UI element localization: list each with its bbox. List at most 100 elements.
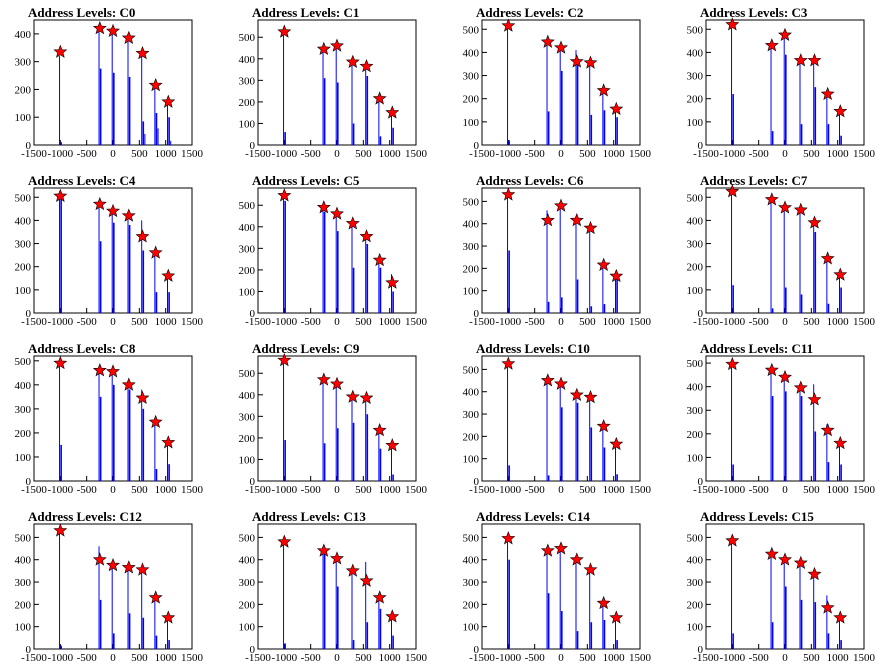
x-tick-label: 500	[579, 652, 596, 664]
y-tick-label: 200	[239, 265, 256, 277]
x-tick-label: 1500	[405, 652, 428, 664]
y-tick-label: 200	[15, 428, 32, 440]
y-tick-label: 0	[26, 308, 32, 320]
level-marker	[345, 54, 360, 68]
y-tick-label: 200	[687, 599, 704, 611]
level-marker	[725, 17, 740, 31]
y-tick-label: 200	[15, 599, 32, 611]
y-tick-label: 500	[239, 200, 256, 212]
x-tick-label: 1000	[603, 316, 626, 328]
y-tick-label: 100	[15, 285, 32, 297]
y-tick-label: 300	[687, 577, 704, 589]
x-tick-label: -1000	[495, 148, 521, 160]
x-tick-label: 500	[803, 316, 820, 328]
y-tick-label: 300	[687, 71, 704, 83]
level-marker	[121, 30, 136, 44]
x-tick-label: 500	[131, 316, 148, 328]
level-marker	[764, 38, 779, 52]
x-tick-label: -1000	[271, 652, 297, 664]
x-tick-label: -1000	[47, 316, 73, 328]
x-tick-label: 500	[355, 484, 372, 496]
panel-C4: Address Levels: C40100200300400500-1500-…	[15, 173, 204, 328]
level-marker	[820, 422, 835, 437]
x-tick-label: 500	[803, 148, 820, 160]
y-tick-label: 100	[687, 285, 704, 297]
panel-title: Address Levels: C6	[476, 173, 584, 188]
y-tick-label: 300	[15, 577, 32, 589]
y-tick-label: 400	[687, 47, 704, 59]
level-marker	[359, 229, 374, 243]
y-tick-label: 500	[463, 196, 480, 208]
x-tick-label: 1000	[827, 652, 850, 664]
x-tick-label: 500	[803, 484, 820, 496]
x-tick-label: 1500	[181, 316, 204, 328]
panel-title: Address Levels: C9	[252, 341, 360, 356]
level-marker	[330, 551, 344, 565]
y-tick-label: 200	[687, 429, 704, 441]
level-marker	[596, 83, 611, 97]
x-tick-label: -1500	[693, 316, 719, 328]
level-marker	[385, 105, 400, 119]
panel-title: Address Levels: C4	[28, 173, 136, 188]
y-tick-label: 400	[239, 390, 256, 402]
panel-C5: Address Levels: C50100200300400500-1500-…	[239, 173, 428, 328]
y-tick-label: 300	[15, 57, 32, 69]
x-tick-label: -1000	[495, 484, 521, 496]
panel-C6: Address Levels: C60100200300400500-1500-…	[463, 173, 652, 328]
x-tick-label: -1500	[21, 316, 47, 328]
panel-C10: Address Levels: C10 0 100 200 300 400 500 -1500…	[463, 341, 652, 496]
x-tick-label: -1500	[245, 148, 271, 160]
x-tick-label: -1000	[719, 316, 745, 328]
y-tick-label: 400	[239, 555, 256, 567]
level-marker	[135, 229, 150, 243]
x-tick-label: 500	[355, 316, 372, 328]
y-tick-label: 200	[239, 433, 256, 445]
y-tick-label: 500	[15, 532, 32, 544]
y-tick-label: 100	[687, 622, 704, 634]
level-marker	[764, 546, 779, 561]
y-tick-label: 100	[239, 118, 256, 130]
x-tick-label: -500	[749, 652, 770, 664]
level-marker	[330, 376, 344, 390]
level-marker	[316, 372, 331, 386]
x-tick-label: -1500	[469, 316, 495, 328]
panel-C9: Address Levels: C90100200300400500-1500-…	[239, 341, 428, 496]
level-marker	[807, 53, 822, 67]
level-marker	[330, 206, 344, 220]
y-tick-label: 0	[474, 308, 480, 320]
y-tick-label: 400	[15, 215, 32, 227]
panel-title: Address Levels: C10	[476, 341, 590, 356]
y-tick-label: 0	[698, 140, 704, 152]
panel-C11: Address Levels: C11 0 100 200 300 400 500 -1500…	[687, 341, 876, 496]
level-marker	[554, 40, 568, 54]
level-marker	[833, 267, 848, 281]
y-tick-label: 500	[687, 358, 704, 370]
x-tick-label: 1000	[379, 652, 402, 664]
x-tick-label: -500	[525, 652, 546, 664]
y-tick-label: 100	[15, 452, 32, 464]
level-marker	[277, 24, 292, 38]
x-tick-label: 1000	[827, 148, 850, 160]
x-tick-label: 1000	[603, 652, 626, 664]
level-marker	[583, 55, 598, 69]
level-marker	[501, 187, 516, 201]
level-marker	[277, 534, 292, 548]
x-tick-label: 0	[782, 148, 788, 160]
panel-title: Address Levels: C3	[700, 5, 808, 20]
level-marker	[583, 562, 598, 576]
level-marker	[161, 94, 176, 108]
x-tick-label: -500	[301, 148, 322, 160]
level-marker	[53, 355, 68, 370]
y-tick-label: 100	[463, 622, 480, 634]
level-marker	[501, 531, 516, 545]
panel-C2: Address Levels: C20100200300400500-1500-…	[463, 5, 652, 160]
panel-title: Address Levels: C5	[252, 173, 360, 188]
x-tick-label: 1500	[181, 652, 204, 664]
y-tick-label: 400	[687, 382, 704, 394]
y-tick-label: 200	[463, 599, 480, 611]
level-marker	[92, 196, 107, 211]
x-tick-label: -1000	[47, 148, 73, 160]
y-tick-label: 0	[698, 644, 704, 656]
y-tick-label: 300	[463, 577, 480, 589]
